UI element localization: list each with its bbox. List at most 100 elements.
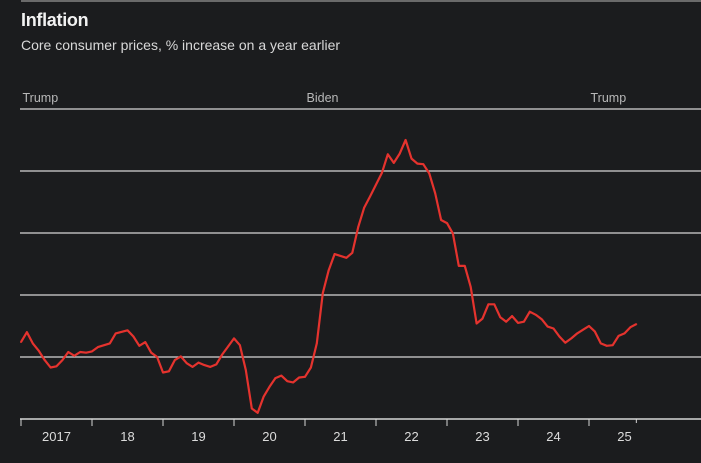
data-point	[37, 349, 40, 352]
data-point	[179, 355, 182, 358]
data-point	[168, 370, 170, 373]
administration-labels: Trump Biden Trump	[23, 91, 627, 105]
x-tick-label: 2017	[42, 429, 71, 444]
data-point	[422, 163, 425, 166]
data-point	[410, 157, 413, 160]
data-point	[605, 344, 608, 347]
data-point	[564, 341, 567, 344]
data-point	[250, 407, 253, 410]
data-point	[132, 335, 135, 338]
data-point	[197, 361, 200, 364]
data-point	[523, 320, 525, 323]
data-point	[215, 363, 218, 366]
x-tick-label: 25	[617, 429, 631, 444]
data-point	[91, 350, 93, 353]
data-point	[546, 325, 549, 328]
data-point	[150, 351, 153, 354]
data-point	[528, 310, 531, 313]
data-point	[274, 377, 277, 379]
data-point	[381, 171, 383, 174]
data-point	[310, 366, 312, 369]
data-point	[617, 335, 620, 337]
data-point	[552, 327, 555, 330]
data-point	[268, 385, 271, 388]
data-point	[20, 341, 22, 344]
data-point	[108, 342, 111, 345]
inflation-line	[20, 138, 637, 414]
data-point	[635, 323, 638, 326]
data-point	[428, 172, 431, 175]
data-point	[203, 364, 206, 366]
data-point	[49, 366, 52, 369]
data-point	[463, 264, 466, 267]
data-point	[321, 292, 324, 295]
data-point	[452, 232, 454, 235]
data-point	[227, 345, 229, 348]
data-point	[440, 219, 442, 221]
data-point	[534, 313, 537, 316]
data-point	[588, 325, 590, 327]
data-point	[162, 371, 164, 374]
data-point	[404, 139, 407, 141]
data-point	[79, 351, 82, 353]
x-tick-label: 24	[546, 429, 560, 444]
top-rule	[21, 0, 701, 2]
data-point	[233, 337, 235, 340]
data-point	[292, 381, 295, 384]
data-point	[138, 344, 141, 347]
data-point	[144, 341, 147, 344]
data-point	[55, 365, 58, 368]
data-point	[493, 303, 496, 306]
data-point	[280, 374, 283, 377]
data-point	[339, 255, 342, 257]
data-point	[540, 318, 543, 321]
data-point	[43, 359, 46, 361]
data-point	[487, 303, 490, 306]
data-point	[286, 380, 289, 383]
data-point	[398, 152, 401, 155]
data-point	[315, 342, 318, 345]
series-layer	[20, 138, 638, 414]
data-point	[31, 342, 34, 345]
data-point	[363, 206, 366, 209]
data-point	[446, 222, 448, 224]
chart-subtitle: Core consumer prices, % increase on a ye…	[21, 37, 341, 53]
data-point	[357, 225, 360, 228]
data-point	[345, 256, 348, 259]
data-point	[333, 253, 336, 255]
data-point	[511, 315, 513, 317]
x-axis: 2017 18 19 20 21 22 23 24 25	[20, 418, 701, 444]
data-point	[386, 153, 389, 156]
data-point	[481, 317, 484, 320]
data-point	[611, 344, 614, 347]
data-point	[594, 330, 596, 333]
data-point	[558, 335, 561, 338]
data-point	[73, 354, 76, 357]
data-point	[221, 353, 224, 356]
data-point	[97, 346, 99, 348]
data-point	[499, 316, 502, 319]
data-point	[434, 192, 437, 195]
data-point	[475, 322, 478, 325]
data-point	[416, 162, 419, 165]
data-point	[570, 337, 573, 340]
data-point	[369, 195, 371, 198]
x-tick-label: 19	[191, 429, 205, 444]
data-point	[173, 359, 176, 361]
data-point	[517, 322, 519, 324]
x-tick-label: 18	[120, 429, 134, 444]
data-point	[262, 395, 265, 398]
data-point	[599, 342, 602, 345]
data-point	[114, 332, 117, 335]
data-point	[61, 359, 64, 361]
x-tick-label: 20	[262, 429, 276, 444]
data-point	[256, 411, 259, 414]
data-point	[375, 183, 377, 186]
data-point	[304, 375, 306, 378]
data-point	[209, 366, 212, 368]
data-point	[457, 264, 460, 267]
x-tick-label: 23	[475, 429, 489, 444]
x-tick-label: 22	[404, 429, 418, 444]
data-point	[185, 362, 188, 365]
